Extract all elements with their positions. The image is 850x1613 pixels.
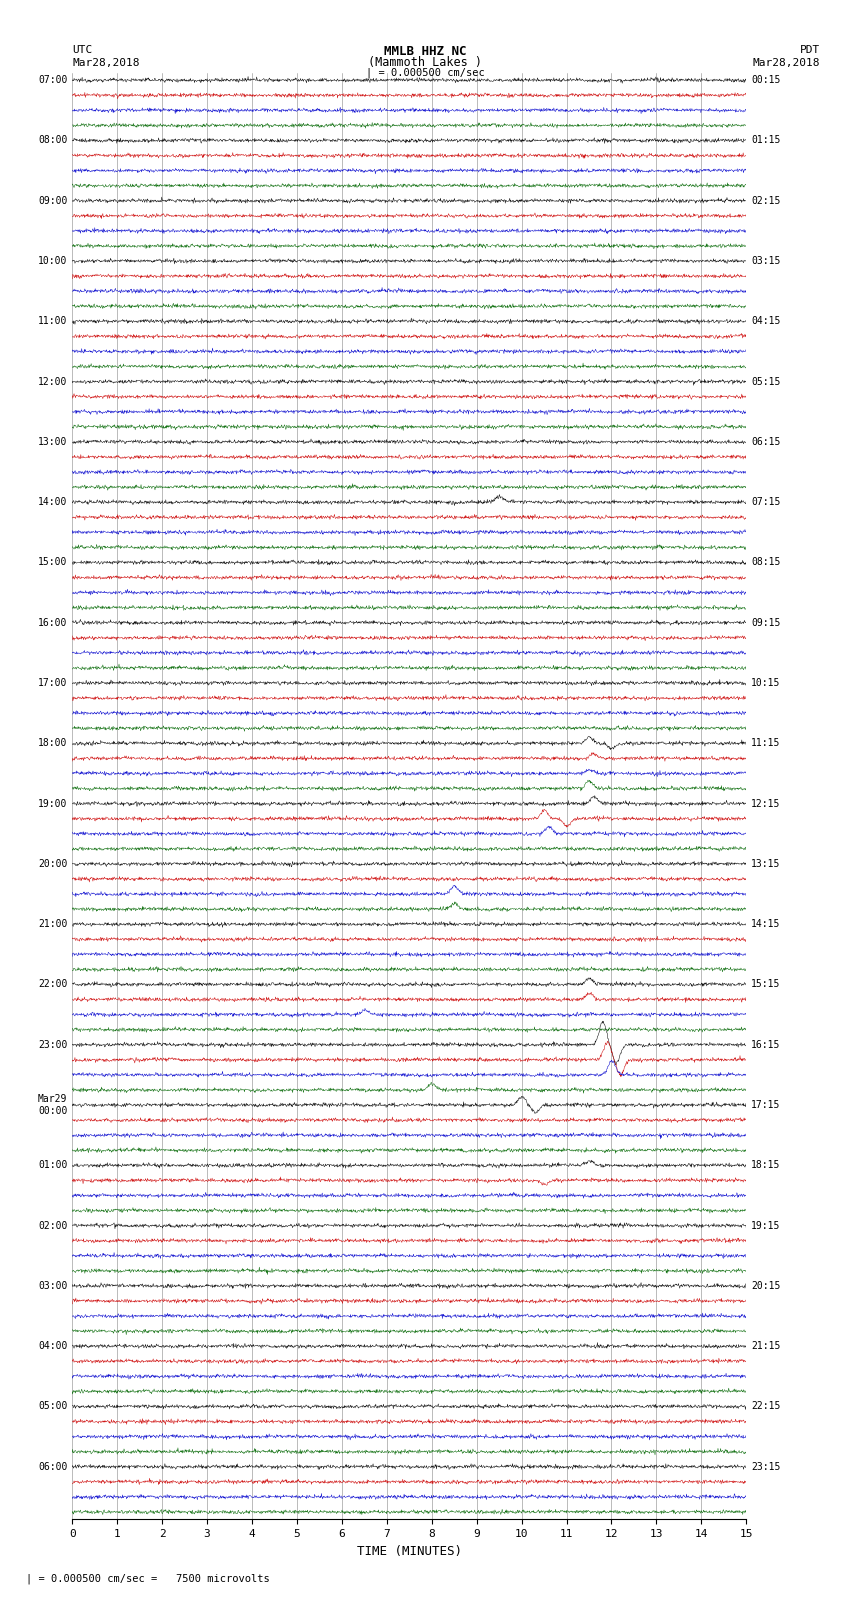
X-axis label: TIME (MINUTES): TIME (MINUTES)	[357, 1545, 462, 1558]
Text: Mar28,2018: Mar28,2018	[753, 58, 820, 68]
Text: | = 0.000500 cm/sec =   7500 microvolts: | = 0.000500 cm/sec = 7500 microvolts	[26, 1573, 269, 1584]
Text: MMLB HHZ NC: MMLB HHZ NC	[383, 45, 467, 58]
Text: Mar28,2018: Mar28,2018	[72, 58, 139, 68]
Text: (Mammoth Lakes ): (Mammoth Lakes )	[368, 56, 482, 69]
Text: UTC: UTC	[72, 45, 93, 55]
Text: | = 0.000500 cm/sec: | = 0.000500 cm/sec	[366, 68, 484, 79]
Text: PDT: PDT	[800, 45, 820, 55]
